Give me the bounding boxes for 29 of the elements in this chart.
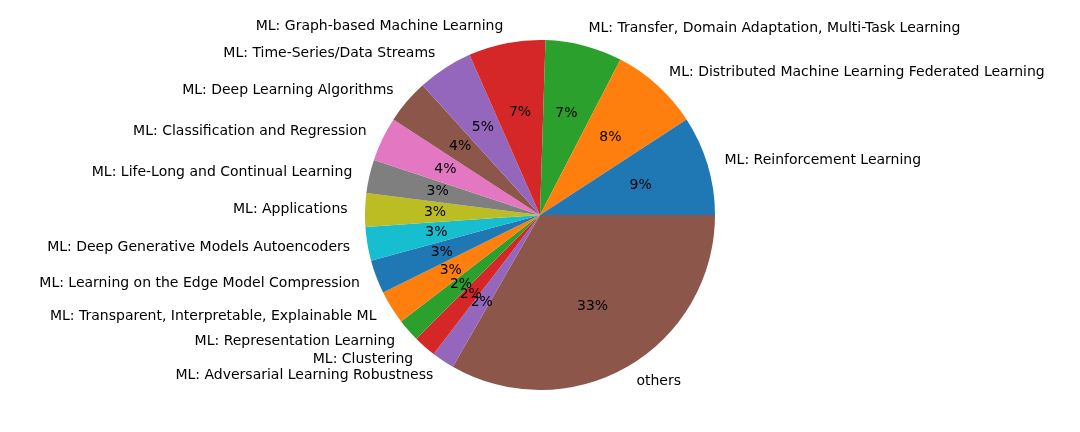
- data-label: 4%: [434, 160, 457, 177]
- slice-label: ML: Applications: [233, 200, 348, 217]
- slice-label: ML: Deep Learning Algorithms: [182, 80, 394, 97]
- slice-label: ML: Clustering: [312, 350, 414, 367]
- slice-label: ML: Life-Long and Continual Learning: [91, 163, 353, 180]
- slice-label: ML: Learning on the Edge Model Compression: [39, 273, 360, 290]
- slice-label: others: [636, 372, 682, 389]
- data-label: 7%: [508, 102, 532, 119]
- data-label: 7%: [555, 104, 578, 121]
- data-label: 4%: [449, 137, 472, 154]
- data-label: 8%: [599, 127, 622, 144]
- slice-label: ML: Time-Series/Data Streams: [223, 44, 436, 61]
- data-label: 33%: [577, 296, 609, 313]
- slice-label: ML: Distributed Machine Learning Federated Learning: [669, 62, 1045, 79]
- data-label: 9%: [629, 175, 652, 192]
- slice-label: ML: Reinforcement Learning: [724, 150, 922, 167]
- slice-label: ML: Adversarial Learning Robustness: [175, 365, 434, 382]
- slice-label: ML: Graph-based Machine Learning: [255, 16, 504, 33]
- slice-label: ML: Deep Generative Models Autoencoders: [47, 237, 351, 254]
- data-label: 5%: [471, 117, 495, 134]
- data-label: 3%: [426, 182, 449, 199]
- data-label: 3%: [425, 223, 448, 240]
- slice-label: ML: Transparent, Interpretable, Explainable ML: [49, 307, 377, 324]
- data-label: 3%: [439, 261, 462, 278]
- data-label: 3%: [423, 202, 447, 219]
- slice-label: ML: Classification and Regression: [133, 122, 367, 139]
- data-label: 3%: [430, 242, 453, 259]
- slice-label: ML: Representation Learning: [194, 332, 396, 349]
- slice-label: ML: Transfer, Domain Adaptation, Multi-Task Learning: [588, 19, 961, 36]
